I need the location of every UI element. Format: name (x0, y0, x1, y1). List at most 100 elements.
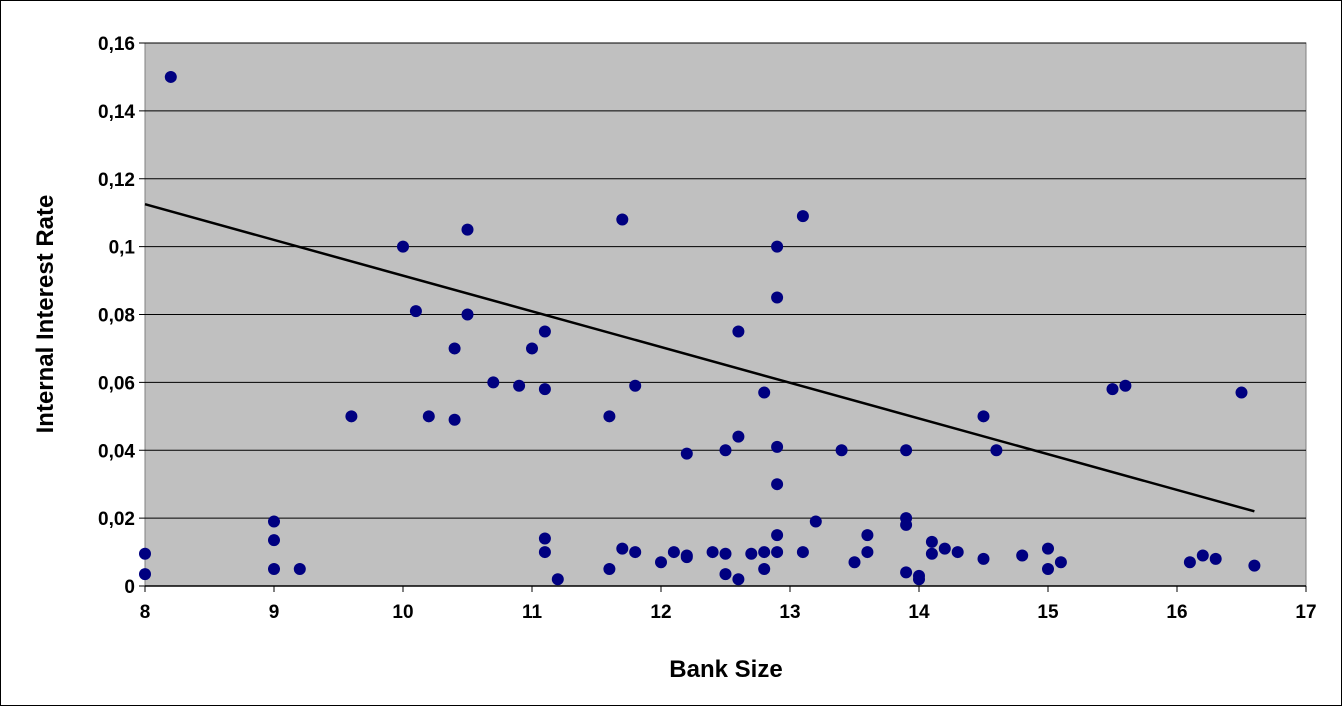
data-point (448, 413, 461, 426)
data-point (732, 430, 745, 443)
data-point (758, 386, 771, 399)
data-point (1054, 556, 1067, 569)
data-point (745, 547, 758, 560)
x-axis-title: Bank Size (669, 656, 782, 683)
y-tick-label: 0,08 (98, 306, 135, 327)
data-point (771, 440, 784, 453)
data-point (616, 213, 629, 226)
x-tick-label: 13 (779, 602, 800, 623)
data-point (900, 518, 913, 531)
x-tick-label: 15 (1037, 602, 1059, 623)
data-point (1183, 556, 1196, 569)
data-point (551, 573, 564, 586)
data-point (655, 556, 667, 569)
data-point (951, 546, 964, 559)
data-point (293, 563, 306, 576)
data-point (732, 325, 745, 338)
data-point (1106, 383, 1119, 396)
data-point (1209, 552, 1222, 565)
data-point (977, 552, 990, 565)
x-tick-label: 10 (392, 602, 413, 623)
data-point (538, 546, 551, 559)
y-tick-label: 0,06 (98, 373, 135, 394)
x-tick-label: 9 (269, 602, 280, 623)
data-point (771, 529, 784, 542)
data-point (513, 379, 526, 392)
data-point (397, 240, 409, 253)
y-tick-label: 0 (124, 577, 135, 598)
data-point (409, 305, 422, 318)
data-point (835, 444, 848, 457)
data-point (680, 551, 693, 564)
data-point (719, 547, 732, 560)
data-point (680, 447, 693, 460)
data-point (268, 534, 280, 547)
x-tick-label: 17 (1295, 602, 1316, 623)
data-point (719, 568, 732, 581)
data-point (268, 563, 280, 576)
data-point (1235, 386, 1248, 399)
data-point (526, 342, 538, 355)
data-point (629, 546, 642, 559)
y-axis-ticks: 0 0,02 0,04 0,06 0,08 0,1 0,12 0,14 0,16 (98, 34, 145, 598)
data-point (139, 547, 151, 560)
data-point (461, 223, 474, 236)
data-point (732, 573, 745, 586)
data-point (1042, 542, 1054, 555)
data-point (461, 308, 474, 321)
data-point (603, 563, 616, 576)
data-point (422, 410, 435, 423)
data-point (719, 444, 732, 457)
y-tick-label: 0,1 (109, 238, 136, 259)
gridlines (145, 42, 1306, 519)
data-point (629, 379, 642, 392)
data-point (538, 532, 551, 545)
x-tick-label: 14 (908, 602, 930, 623)
data-point (913, 573, 925, 586)
x-axis-ticks: 8 9 10 11 12 13 14 15 16 17 (140, 586, 1317, 623)
y-tick-label: 0,02 (98, 509, 135, 530)
data-point (861, 529, 874, 542)
data-point (538, 325, 551, 338)
data-point (796, 546, 809, 559)
data-point (139, 568, 151, 581)
data-point (861, 546, 874, 559)
x-tick-label: 11 (522, 602, 543, 623)
data-point (268, 515, 280, 528)
data-point (771, 291, 784, 304)
data-point (848, 556, 861, 569)
data-point (538, 383, 551, 396)
x-tick-label: 12 (650, 602, 671, 623)
data-point (448, 342, 461, 355)
y-tick-label: 0,04 (98, 441, 135, 462)
data-point (900, 566, 913, 579)
data-points (139, 70, 1261, 586)
data-point (487, 376, 500, 389)
data-point (1119, 379, 1132, 392)
data-point (1016, 549, 1029, 562)
data-point (706, 546, 719, 559)
data-point (925, 535, 938, 548)
data-point (758, 546, 771, 559)
trendline (144, 202, 1255, 513)
data-point (809, 515, 822, 528)
data-point (938, 542, 951, 555)
data-point (667, 546, 680, 559)
x-tick-label: 16 (1166, 602, 1187, 623)
data-point (616, 542, 629, 555)
data-point (603, 410, 616, 423)
data-point (990, 444, 1003, 457)
data-point (796, 210, 809, 223)
data-point (771, 240, 784, 253)
data-point (164, 70, 177, 83)
y-tick-label: 0,16 (98, 34, 135, 55)
data-point (758, 563, 771, 576)
data-point (900, 444, 913, 457)
y-axis-title: Internal Interest Rate (32, 195, 59, 434)
data-point (771, 478, 784, 491)
data-point (977, 410, 990, 423)
data-point (925, 547, 938, 560)
data-point (1042, 563, 1054, 576)
